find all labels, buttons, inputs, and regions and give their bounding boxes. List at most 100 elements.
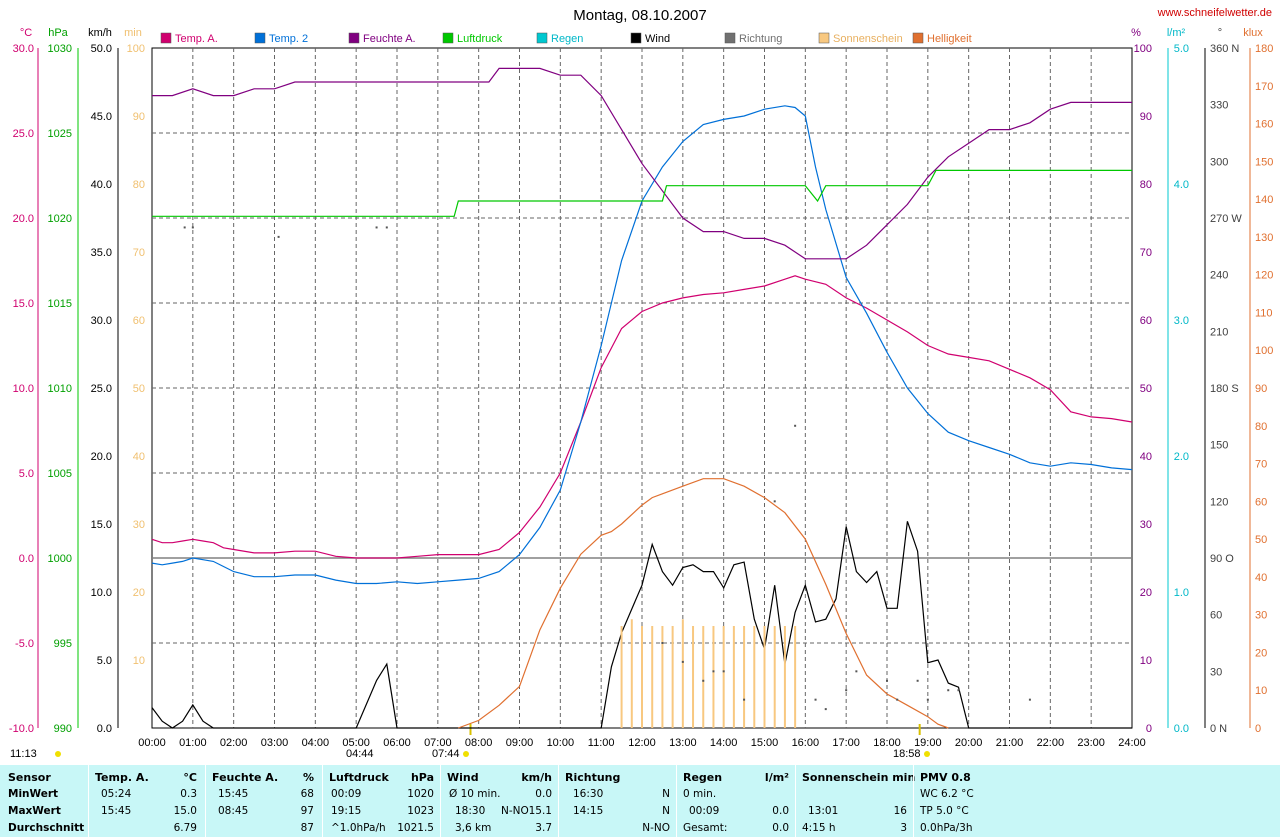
regen-header: Regen — [683, 771, 723, 784]
direction-point — [277, 235, 280, 238]
sun-tick: 50 — [133, 383, 145, 395]
x-tick: 00:00 — [138, 737, 166, 749]
wind-distance: 3,6 km — [455, 822, 492, 834]
temp-unit: °C — [183, 771, 197, 784]
sun-tick: 40 — [133, 451, 145, 463]
sunset-icon — [924, 751, 930, 757]
richtung-avg-value: N-NO — [642, 822, 670, 834]
humidity-tick: 60 — [1140, 315, 1152, 327]
regen-max-time: 00:09 — [689, 805, 720, 817]
direction-tick: 180 S — [1210, 383, 1239, 395]
temp-avg-value: 6.79 — [173, 822, 197, 834]
direction-point — [814, 698, 817, 701]
direction-point — [722, 670, 725, 673]
axis-unit: °C — [20, 27, 32, 39]
direction-point — [661, 642, 664, 644]
legend-label: Regen — [551, 33, 583, 45]
direction-point — [385, 226, 388, 229]
lux-tick: 90 — [1255, 383, 1267, 395]
legend-swatch — [912, 32, 924, 44]
sunrise-label: 04:44 — [346, 748, 374, 760]
direction-point — [773, 500, 776, 503]
x-tick: 24:00 — [1118, 737, 1146, 749]
minwert-label: MinWert — [8, 788, 59, 800]
feuchte-column: Feuchte A. % 15:45 68 08:45 97 87 — [206, 765, 322, 837]
richtung-max-time: 14:15 — [573, 805, 604, 817]
wind-max-value: 15.1 — [528, 805, 552, 817]
humidity-tick: 30 — [1140, 519, 1152, 531]
luftdruck-min-time: 00:09 — [331, 788, 362, 800]
temp-min-time: 05:24 — [101, 788, 132, 800]
direction-point — [926, 698, 929, 701]
wind-tick: 5.0 — [97, 655, 112, 667]
humidity-tick: 90 — [1140, 111, 1152, 123]
richtung-header: Richtung — [565, 771, 621, 784]
pressure-tick: 1010 — [48, 383, 72, 395]
temp-header: Temp. A. — [95, 771, 149, 784]
x-tick: 10:00 — [547, 737, 575, 749]
sun-tick: 90 — [133, 111, 145, 123]
sun-tick: 10 — [133, 655, 145, 667]
direction-tick: 330 — [1210, 100, 1228, 112]
sun-tick: 60 — [133, 315, 145, 327]
humidity-tick: 80 — [1140, 179, 1152, 191]
sonne-avg-value: 3 — [900, 822, 907, 834]
pressure-tick: 1020 — [48, 213, 72, 225]
direction-tick: 360 N — [1210, 43, 1239, 55]
direction-point — [712, 670, 715, 673]
humidity-tick: 0 — [1146, 723, 1152, 735]
wind-tick: 40.0 — [91, 179, 112, 191]
direction-point — [957, 689, 960, 692]
x-tick: 02:00 — [220, 737, 248, 749]
regen-unit: l/m² — [764, 771, 789, 784]
x-tick: 15:00 — [751, 737, 779, 749]
regen-duration: 0 min. — [683, 788, 717, 800]
pressure-tick: 995 — [54, 638, 72, 650]
direction-tick: 90 O — [1210, 553, 1234, 565]
wind-unit: km/h — [521, 771, 552, 784]
series-temp-a- — [151, 275, 1133, 559]
temp-tick: 25.0 — [13, 128, 34, 140]
legend-label: Richtung — [739, 33, 782, 45]
series-wind — [151, 521, 1132, 729]
lux-tick: 50 — [1255, 534, 1267, 546]
direction-tick: 270 W — [1210, 213, 1242, 225]
humidity-tick: 10 — [1140, 655, 1152, 667]
direction-point — [183, 226, 186, 229]
x-tick: 03:00 — [261, 737, 289, 749]
temp-tick: 30.0 — [13, 43, 34, 55]
x-tick: 23:00 — [1077, 737, 1105, 749]
x-tick: 04:00 — [302, 737, 330, 749]
legend-label: Feuchte A. — [363, 33, 416, 45]
humidity-tick: 40 — [1140, 451, 1152, 463]
wind-column: Wind km/h Ø 10 min. 0.0 18:30 N-NO 15.1 … — [441, 765, 558, 837]
temp-tick: -10.0 — [9, 723, 34, 735]
temp-tick: 15.0 — [13, 298, 34, 310]
legend-swatch — [348, 32, 360, 44]
lux-tick: 110 — [1255, 307, 1273, 319]
wind-tick: 35.0 — [91, 247, 112, 259]
x-tick: 20:00 — [955, 737, 983, 749]
temp-tick: 10.0 — [13, 383, 34, 395]
wind-tick: 15.0 — [91, 519, 112, 531]
direction-tick: 300 — [1210, 156, 1228, 168]
legend-swatch — [442, 32, 454, 44]
sun-icon — [55, 751, 61, 757]
direction-point — [743, 698, 746, 701]
pmv-header: PMV 0.8 — [920, 771, 971, 784]
pmv-taupunkt: TP 5.0 °C — [920, 805, 969, 817]
temp-min-value: 0.3 — [180, 788, 197, 800]
sonne-total-hours: 4:15 h — [802, 822, 836, 834]
lux-tick: 170 — [1255, 81, 1273, 93]
direction-tick: 150 — [1210, 440, 1228, 452]
sun-tick: 70 — [133, 247, 145, 259]
luftdruck-trend: ^1.0hPa/h — [331, 822, 386, 834]
sensor-header: Sensor — [8, 771, 51, 784]
sonne-max-value: 16 — [893, 805, 907, 817]
temp-column: Temp. A. °C 05:24 0.3 15:45 15.0 6.79 — [89, 765, 205, 837]
direction-point — [702, 679, 705, 682]
x-tick: 19:00 — [914, 737, 942, 749]
direction-point — [681, 660, 684, 663]
lux-tick: 140 — [1255, 194, 1273, 206]
sun-tick: 80 — [133, 179, 145, 191]
